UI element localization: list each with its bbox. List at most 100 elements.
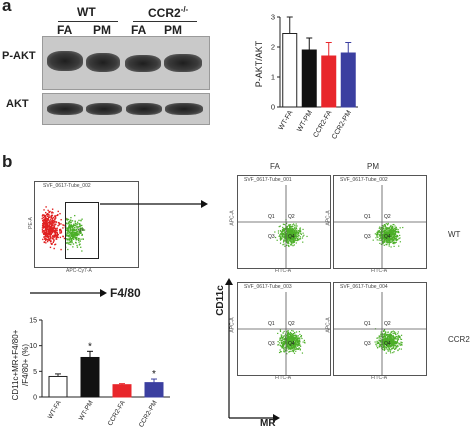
quad-dot: [397, 239, 399, 241]
quad-dot: [383, 343, 385, 346]
gate-dot-green: [69, 243, 71, 245]
quad-dot: [384, 332, 386, 335]
quad-dot: [280, 342, 283, 344]
gate-dot-red: [51, 208, 54, 210]
gate-dot-red: [60, 230, 63, 232]
gate-dot-red: [51, 238, 53, 240]
quadrant-plot-title: SVF_0617-Tube_001: [244, 177, 292, 183]
gate-dot-green: [73, 233, 75, 235]
gate-dot-red: [50, 226, 53, 229]
quad-dot: [298, 340, 300, 342]
gate-dot-red: [45, 224, 47, 227]
quad-dot: [391, 338, 393, 340]
quad-dot: [398, 343, 400, 345]
quad-dot: [392, 338, 394, 340]
significance-marker: *: [152, 369, 156, 380]
quad-dot: [397, 336, 399, 338]
quad-dot: [378, 336, 380, 338]
gate-dot-green: [77, 226, 80, 228]
quad-dot: [290, 243, 292, 245]
quad-dot: [387, 341, 389, 343]
gate-dot-red: [52, 223, 54, 225]
quad-dot: [291, 229, 293, 231]
quad-dot: [389, 237, 391, 239]
quad-dot: [387, 337, 389, 339]
quad-dot: [388, 348, 391, 350]
gate-dot-red: [45, 220, 48, 222]
quad-dot: [286, 342, 288, 344]
quad-dot: [389, 335, 391, 337]
f480-label: F4/80: [110, 286, 141, 300]
gate-dot-green: [68, 238, 71, 240]
cd11c-axis-label: CD11c: [214, 285, 226, 316]
quad-dot: [280, 334, 282, 336]
quad-dot: [386, 229, 388, 231]
gate-dot-red: [44, 222, 47, 225]
gate-dot-red: [42, 224, 45, 226]
quad-dot: [295, 348, 297, 350]
quad-dot: [397, 333, 399, 335]
quad-dot: [283, 229, 286, 231]
quad-dot: [283, 239, 285, 241]
gate-dot-red: [49, 231, 52, 234]
gate-dot-red: [44, 215, 47, 217]
column-label-pm: PM: [367, 162, 379, 171]
quad-dot: [397, 231, 399, 234]
quad-dot: [392, 226, 394, 228]
quad-dot: [384, 235, 387, 237]
gate-dot-red: [51, 216, 53, 218]
quad-dot: [396, 346, 398, 348]
quad-dot: [389, 333, 391, 335]
gate-dot-red: [58, 224, 60, 226]
quad-dot: [293, 337, 296, 340]
quad-dot: [382, 241, 384, 243]
quad-dot: [286, 240, 288, 242]
quad-dot: [280, 339, 282, 342]
quad-dot: [292, 337, 295, 340]
gate-dot-red: [46, 215, 49, 217]
gate-dot-red: [45, 233, 47, 235]
gate-dot-red: [41, 229, 44, 231]
quad-dot: [384, 225, 386, 227]
gate-dot-red: [41, 215, 44, 217]
quad-dot: [391, 343, 393, 345]
gate-dot-red: [53, 234, 55, 236]
quad-dot: [389, 240, 391, 243]
quad-dot: [383, 330, 385, 332]
quad-dot: [283, 347, 285, 349]
quad-dot: [390, 344, 392, 346]
gate-dot-green: [82, 229, 84, 231]
gate-dot-green: [76, 238, 78, 240]
quad-dot: [299, 238, 302, 240]
gate-dot-red: [50, 217, 53, 219]
gate-dot-red: [43, 214, 45, 217]
group-label-ccr2-sup: -/-: [180, 5, 189, 14]
quad-dot: [291, 333, 294, 336]
quad-dot: [380, 339, 383, 341]
quad-dot: [387, 235, 389, 237]
quad-dot: [392, 233, 394, 235]
quad-dot: [281, 341, 283, 343]
quadrant-label: Q2: [288, 321, 295, 327]
quad-dot: [396, 341, 398, 343]
quad-dot: [383, 337, 385, 339]
quad-dot: [393, 338, 395, 340]
gate-dot-red: [55, 236, 58, 239]
quad-dot: [387, 339, 389, 342]
quad-dot: [297, 233, 299, 235]
quad-dot: [387, 223, 389, 226]
quad-dot: [393, 340, 395, 342]
quad-dot: [295, 232, 297, 234]
quadrant-label: Q3: [364, 341, 371, 347]
quad-dot: [383, 235, 385, 237]
quad-dot: [394, 236, 396, 239]
quad-dot: [383, 343, 385, 345]
quad-dot: [382, 233, 384, 236]
gating-plot-y-axis: PE-A: [27, 217, 34, 229]
quad-dot: [295, 347, 297, 349]
gate-dot-green: [78, 241, 80, 243]
quad-dot: [287, 347, 289, 349]
gate-dot-green: [76, 236, 78, 239]
quad-dot: [387, 228, 389, 230]
quad-dot: [390, 339, 392, 341]
